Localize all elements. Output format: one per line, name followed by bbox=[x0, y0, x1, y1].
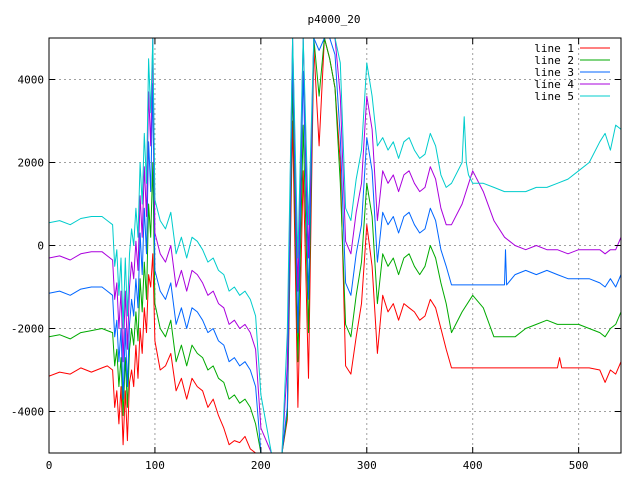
x-tick-label: 200 bbox=[251, 459, 271, 472]
series-line-4 bbox=[49, 38, 621, 453]
x-tick-label: 100 bbox=[145, 459, 165, 472]
y-tick-label: 4000 bbox=[18, 74, 45, 87]
y-tick-label: 2000 bbox=[18, 157, 45, 170]
y-tick-label: -4000 bbox=[11, 406, 44, 419]
grid bbox=[49, 38, 621, 453]
legend-label: line 5 bbox=[534, 90, 574, 103]
plot-series bbox=[49, 38, 621, 453]
series-line-5 bbox=[49, 38, 621, 453]
y-tick-label: -2000 bbox=[11, 323, 44, 336]
legend-label: line 2 bbox=[534, 54, 574, 67]
y-tick-label: 0 bbox=[37, 240, 44, 253]
x-tick-label: 0 bbox=[46, 459, 53, 472]
x-tick-label: 400 bbox=[463, 459, 483, 472]
x-tick-label: 300 bbox=[357, 459, 377, 472]
x-tick-label: 500 bbox=[569, 459, 589, 472]
legend-label: line 4 bbox=[534, 78, 574, 91]
legend-label: line 1 bbox=[534, 42, 574, 55]
chart-title: p4000_20 bbox=[308, 13, 361, 26]
axes-ticks: 0 100 200 300 400 500 -4000 -2000 0 2000 4000 bbox=[11, 38, 621, 472]
legend-label: line 3 bbox=[534, 66, 574, 79]
